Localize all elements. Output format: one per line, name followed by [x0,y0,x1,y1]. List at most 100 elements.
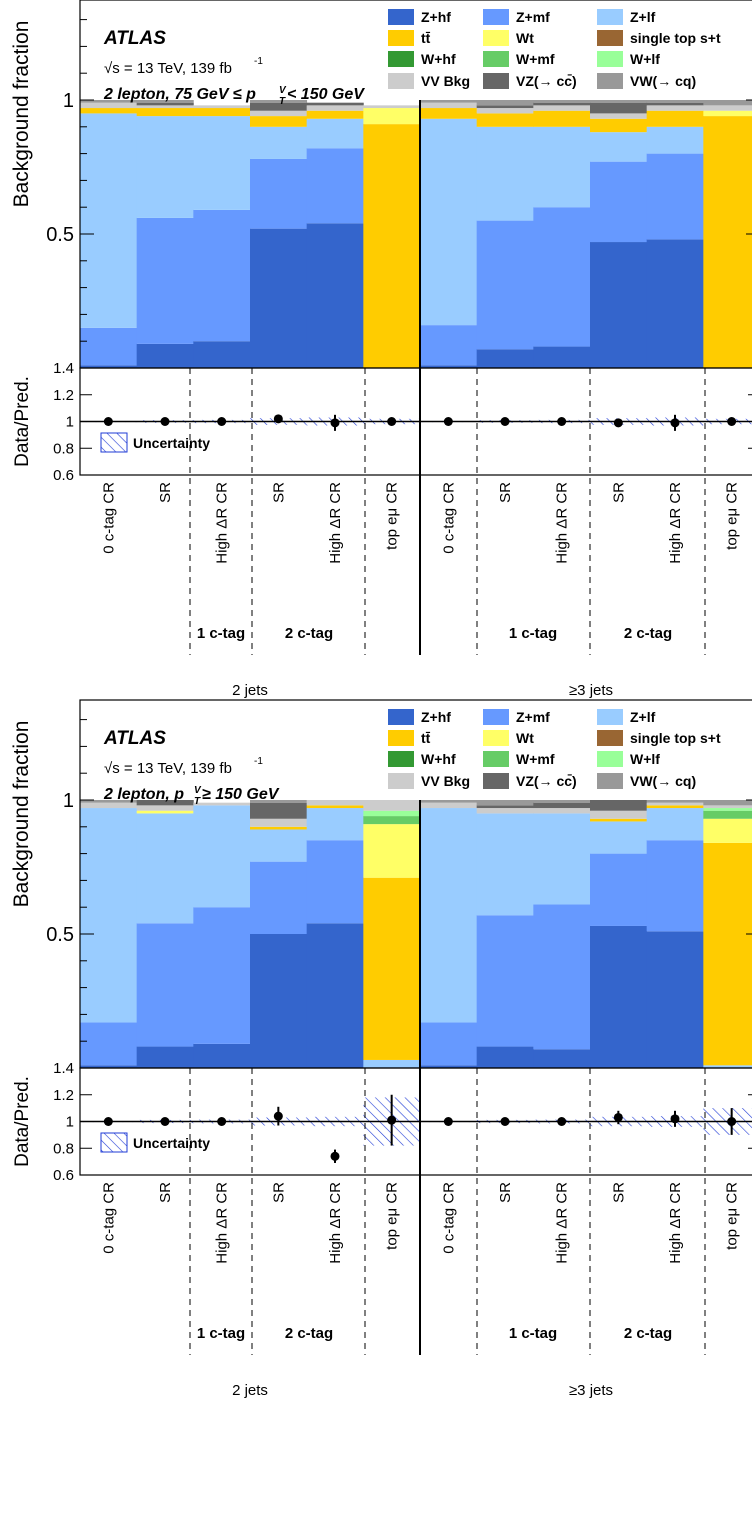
bar-segment [647,805,704,808]
bar-segment [533,905,590,1050]
bar-segment [590,821,647,853]
bar-segment [137,811,194,814]
ratio-y-tick-label: 1.4 [53,1060,74,1077]
legend-swatch [483,73,509,89]
region-label: SR [270,1182,287,1203]
bar-segment [533,105,590,110]
legend-label: VV Bkg [421,773,470,789]
y-tick-label: 1 [63,790,74,812]
ratio-data-point [217,1117,226,1126]
legend-label: W+lf [630,51,660,67]
bar-segment [420,108,477,119]
bar-segment [477,813,534,915]
ratio-data-point [671,418,680,427]
bar-segment [307,223,364,368]
bar-segment [703,805,752,808]
legend-label: W+lf [630,751,660,767]
bar-segment [477,127,534,221]
bar-segment [647,127,704,154]
bar-segment [80,108,137,113]
region-label: SR [270,482,287,503]
legend-label: VW(→ cq) [630,773,696,789]
bar-segment [590,119,647,132]
bar-segment [307,111,364,119]
ratio-data-point [161,417,170,426]
bar-segment [477,800,534,805]
bar-segment [137,108,194,116]
bar-segment [250,229,307,368]
bar-segment [703,111,752,116]
legend-label: Wt [516,730,534,746]
ratio-y-axis-label: Data/Pred. [12,1076,33,1167]
bar-segment [420,103,477,108]
bar-segment [590,819,647,822]
bar-segment [363,811,420,816]
c-tag-group-label: 1 c-tag [197,1325,245,1342]
bar-segment [590,132,647,161]
bar-segment [307,808,364,840]
bar-segment [307,840,364,923]
bar-segment [647,840,704,931]
ratio-data-point [557,417,566,426]
bar-segment [477,108,534,113]
bar-segment [533,103,590,106]
legend-swatch [388,73,414,89]
bar-segment [363,824,420,878]
ptv-subscript: T [194,796,201,807]
legend-swatch [483,51,509,67]
bar-segment [703,819,752,843]
selection-label-post: < 150 GeV [287,86,365,103]
ratio-data-point [501,1117,510,1126]
bar-segment [193,341,250,368]
bar-segment [533,111,590,127]
legend-label: VZ(→ cc̄) [516,772,577,789]
ratio-data-point [557,1117,566,1126]
ratio-data-point [387,417,396,426]
ratio-data-point [274,1112,283,1121]
jet-label: ≥3 jets [569,1382,613,1399]
legend-swatch [597,9,623,25]
legend-swatch [388,773,414,789]
bar-segment [137,1047,194,1068]
bar-segment [647,103,704,106]
uncertainty-legend-label: Uncertainty [133,435,210,451]
region-label: SR [610,482,627,503]
legend-label: tt̄ [421,730,431,746]
legend-swatch [483,730,509,746]
legend-label: W+hf [421,51,456,67]
selection-label-post: ≥ 150 GeV [202,786,280,803]
bar-segment [137,103,194,106]
bar-segment [193,105,250,108]
experiment-label: ATLAS [103,728,166,749]
region-label: 0 c-tag CR [440,482,457,554]
bar-segment [420,800,477,803]
energy-label: √s = 13 TeV, 139 fb [104,760,232,777]
uncertainty-legend-swatch [101,433,127,452]
energy-label: √s = 13 TeV, 139 fb [104,60,232,77]
selection-label-pre: 2 lepton, 75 GeV ≤ p [103,86,256,103]
bar-segment [533,813,590,904]
ratio-y-tick-label: 0.8 [53,440,74,457]
legend-label: Z+mf [516,709,550,725]
bar-segment [647,239,704,368]
bar-segment [193,116,250,210]
bar-segment [533,127,590,207]
bar-segment [307,103,364,106]
bar-segment [420,100,477,103]
ratio-data-point [274,414,283,423]
bar-segment [307,119,364,148]
legend-swatch [388,51,414,67]
bar-segment [590,113,647,118]
region-label: 0 c-tag CR [440,1182,457,1254]
legend-swatch [597,73,623,89]
region-label: SR [157,1182,174,1203]
bar-segment [137,116,194,218]
bar-segment [137,805,194,810]
y-tick-label: 0.5 [46,924,74,946]
region-label: High ΔR CR [667,482,684,564]
uncertainty-legend-swatch [101,1133,127,1152]
region-label: top eμ CR [724,1182,741,1250]
bar-segment [80,803,137,808]
ratio-data-point [217,417,226,426]
